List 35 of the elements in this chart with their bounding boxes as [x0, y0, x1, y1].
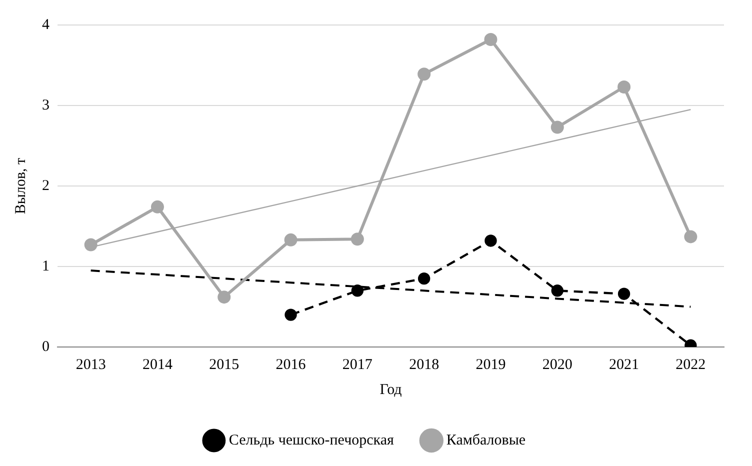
point	[418, 68, 431, 81]
point	[551, 284, 564, 297]
x-tick-label: 2018	[409, 356, 440, 373]
x-tick-label: 2017	[342, 356, 373, 373]
x-tick-label: 2021	[609, 356, 640, 373]
point	[684, 230, 698, 244]
y-tick-label: 1	[42, 258, 50, 274]
point	[150, 200, 164, 214]
y-tick-label: 4	[42, 16, 50, 33]
legend-label: Сельдь чешско-печорская	[228, 432, 394, 448]
y-axis-title: Вылов, т	[12, 157, 29, 214]
point	[351, 284, 364, 297]
point	[484, 32, 498, 46]
point	[418, 272, 430, 285]
point	[618, 288, 630, 300]
x-tick-label: 2015	[209, 356, 240, 373]
point	[484, 234, 497, 247]
x-tick-label: 2014	[142, 356, 173, 373]
y-tick-label: 0	[42, 338, 50, 355]
x-tick-label: 2016	[276, 356, 306, 373]
x-tick-label: 2019	[476, 356, 506, 373]
x-tick-label: 2022	[676, 356, 706, 373]
y-tick-label: 2	[42, 178, 50, 194]
y-tick-label: 3	[42, 97, 50, 114]
point	[218, 290, 231, 304]
x-tick-label: 2013	[76, 356, 106, 373]
point	[284, 308, 297, 321]
x-tick-label: 2020	[542, 356, 572, 373]
point	[550, 120, 564, 134]
point	[618, 80, 631, 94]
point	[284, 233, 298, 246]
x-axis-title: Год	[380, 382, 402, 398]
point	[350, 232, 364, 246]
legend-label: Камбаловые	[446, 432, 526, 448]
point	[84, 238, 98, 252]
